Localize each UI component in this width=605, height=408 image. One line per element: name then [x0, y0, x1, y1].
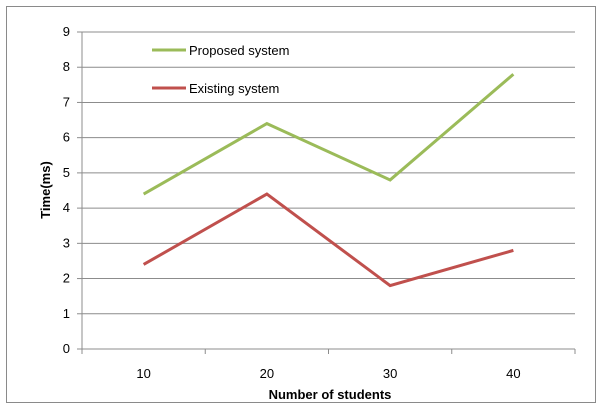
y-tick-label-2: 2 — [63, 271, 70, 286]
y-axis-title: Time(ms) — [38, 161, 53, 219]
chart-frame — [6, 6, 596, 403]
data-point-0-1 — [266, 123, 267, 124]
series-line-proposed — [142, 73, 515, 196]
y-tick-labels: 0 1 2 3 4 5 6 7 8 9 — [63, 24, 70, 356]
y-tick-label-0: 0 — [63, 341, 70, 356]
data-point-1-1 — [266, 194, 267, 195]
x-tick-labels: 10 20 30 40 — [136, 366, 520, 381]
y-tick-label-3: 3 — [63, 235, 70, 250]
y-tick-label-5: 5 — [63, 165, 70, 180]
series-line-existing — [142, 192, 514, 288]
legend-label-1: Existing system — [189, 81, 279, 96]
series-lines — [142, 73, 515, 288]
data-point-1-3 — [513, 250, 514, 251]
data-point-1-0 — [143, 264, 144, 265]
x-tick-label-10: 10 — [136, 366, 150, 381]
data-point-0-3 — [513, 74, 514, 75]
data-point-0-2 — [390, 179, 391, 180]
legend: Proposed system Existing system — [152, 43, 289, 96]
axes — [77, 31, 576, 354]
y-tick-label-8: 8 — [63, 59, 70, 74]
x-axis-title: Number of students — [269, 387, 392, 402]
x-tick-label-40: 40 — [506, 366, 520, 381]
y-tick-label-6: 6 — [63, 130, 70, 145]
x-tick-label-30: 30 — [383, 366, 397, 381]
data-point-1-2 — [390, 285, 391, 286]
y-tick-label-4: 4 — [63, 200, 70, 215]
y-tick-label-1: 1 — [63, 306, 70, 321]
gridlines — [82, 31, 575, 315]
y-tick-label-7: 7 — [63, 94, 70, 109]
x-tick-label-20: 20 — [260, 366, 274, 381]
y-tick-label-9: 9 — [63, 24, 70, 39]
data-point-0-0 — [143, 194, 144, 195]
legend-label-0: Proposed system — [189, 43, 289, 58]
